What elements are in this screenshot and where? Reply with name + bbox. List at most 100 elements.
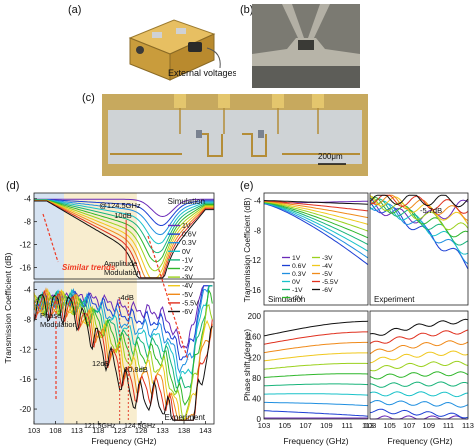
y-tick-label: -20 (19, 405, 31, 414)
x-tick-label: 108 (49, 426, 62, 435)
y-tick-label: -8 (24, 315, 32, 324)
e-exp-tc--3V (369, 195, 469, 231)
e-xlabel-right: Frequency (GHz) (387, 436, 452, 446)
e-legend-item: -5V (322, 271, 333, 278)
y-tick-label: -4 (24, 285, 32, 294)
e-exp-tc--4V (369, 194, 469, 225)
sim-curve--6V (34, 200, 214, 279)
e-x-tick-right: 113 (462, 421, 474, 430)
y-tick-label: -16 (19, 264, 31, 273)
e-57db-annotation: -5.7dB (420, 206, 442, 215)
e-legend-item: 0.3V (292, 271, 306, 278)
e-legend-item: -1V (292, 287, 303, 294)
sim-curve--2V (34, 199, 214, 263)
y-tick-label: -12 (19, 345, 31, 354)
panel-d-xlabel: Frequency (GHz) (91, 436, 156, 446)
e-bottom-y-tick: 40 (252, 394, 261, 403)
e-x-tick-right: 111 (443, 421, 454, 430)
e-x-tick-left: 105 (279, 421, 292, 430)
scale-bar-label: 200μm (318, 152, 343, 161)
e-exp-phase--5V (369, 340, 469, 355)
e-sim-phase--5.5V (263, 331, 368, 345)
e-exp-tc--2V (369, 196, 469, 238)
x-tick-label: 113 (71, 426, 83, 435)
e-sim-phase-0.3V (264, 401, 369, 407)
e-x-tick-left: 111 (341, 421, 352, 430)
arrow-left (42, 213, 59, 263)
e-experiment-tag: Experiment (374, 295, 415, 304)
e-bottom-y-tick: 0 (257, 415, 262, 424)
phase-mod-label-2: Modulation (40, 320, 77, 329)
freq-annotation: @124.5GHz (99, 201, 141, 210)
e-exp-phase--1V (369, 381, 469, 388)
e-legend-item: 0V (292, 279, 301, 286)
e-exp-phase--2V (369, 371, 469, 380)
e-sim-phase--5V (263, 341, 368, 354)
legend-item: -3V (182, 275, 193, 282)
e-exp-tc--6V (369, 194, 469, 208)
sim-curve-1V (34, 198, 214, 218)
legend-item: -4V (182, 283, 193, 290)
sim-curve-0V (34, 199, 214, 245)
e-ylabel-top: Transmission Coefficient (dB) (243, 197, 252, 302)
e-sim-tc--4V (263, 201, 369, 225)
e-sim-phase--4V (263, 352, 368, 362)
sim-curve--5.5V (34, 200, 214, 279)
e-x-tick-right: 103 (364, 421, 377, 430)
e-x-tick-right: 107 (403, 421, 416, 430)
phase-mod-label: Phase (40, 311, 61, 320)
e-legend-item: -2V (292, 295, 303, 302)
panel-d-bottom-frame (33, 281, 215, 425)
panel-label-d: (d) (6, 180, 20, 192)
e-sim-phase-0.6V (263, 410, 369, 417)
e-bottom-y-tick: 120 (248, 353, 262, 362)
e-sim-tc--6V (263, 200, 369, 205)
e-sim-tc--5V (263, 200, 369, 219)
e-exp-phase-1V (370, 415, 468, 420)
e-sim-phase--1V (263, 383, 369, 387)
e-sim-tc--5.5V (263, 200, 369, 212)
panel-e-bl-frame (263, 310, 369, 420)
sim-curve--4V (34, 200, 214, 279)
e-sim-phase--3V (263, 362, 369, 370)
y-tick-label: -12 (19, 241, 31, 250)
10db-annotation: 10dB (114, 211, 132, 220)
external-voltages-caption: External voltages (168, 68, 236, 78)
legend-item: 0V (182, 249, 191, 256)
sim-curve--5V (34, 200, 214, 279)
legend-item: -6V (182, 309, 193, 316)
e-top-y-tick: -12 (249, 256, 261, 265)
exp-curve--1V (33, 285, 213, 389)
e-exp-tc-0.6V (369, 201, 469, 270)
e-exp-tc-1V (369, 197, 469, 224)
y-tick-label: -4 (24, 195, 32, 204)
e-exp-phase-0.3V (369, 399, 469, 408)
exp-curve--6V (33, 294, 213, 421)
e-top-y-tick: -16 (249, 286, 261, 295)
12db-annotation: 12dB (92, 359, 110, 368)
x-tick-label: 118 (92, 426, 104, 435)
panel-label-c: (c) (82, 92, 95, 104)
e-sim-tc-0.3V (263, 203, 369, 259)
sim-curve--3V (34, 199, 214, 272)
e-legend-item: -3V (322, 255, 333, 262)
y-tick-label: -8 (24, 218, 32, 227)
arrow-right (147, 235, 189, 361)
e-exp-phase--5.5V (369, 329, 469, 345)
legend-item: 1V (182, 223, 191, 230)
panel-label-e: (e) (240, 180, 254, 192)
x-tick-label: 133 (156, 426, 169, 435)
legend-item: 0.6V (182, 232, 197, 239)
108db-annotation: 10.8dB (124, 365, 148, 374)
x-tick-label: 123 (113, 426, 126, 435)
e-exp-phase--6V (369, 318, 469, 336)
e-sim-phase--2V (263, 373, 369, 378)
panel-d-ylabel: Transmission Coefficient (dB) (3, 252, 13, 363)
panel-label-a: (a) (68, 4, 82, 16)
e-sim-tc--3V (263, 201, 369, 232)
panel-d-top-frame (33, 192, 215, 280)
sim-curve-0.3V (34, 199, 214, 236)
photo-pcb: 200μm (102, 94, 368, 176)
e-x-tick-left: 103 (258, 421, 271, 430)
e-x-tick-left: 109 (320, 421, 333, 430)
